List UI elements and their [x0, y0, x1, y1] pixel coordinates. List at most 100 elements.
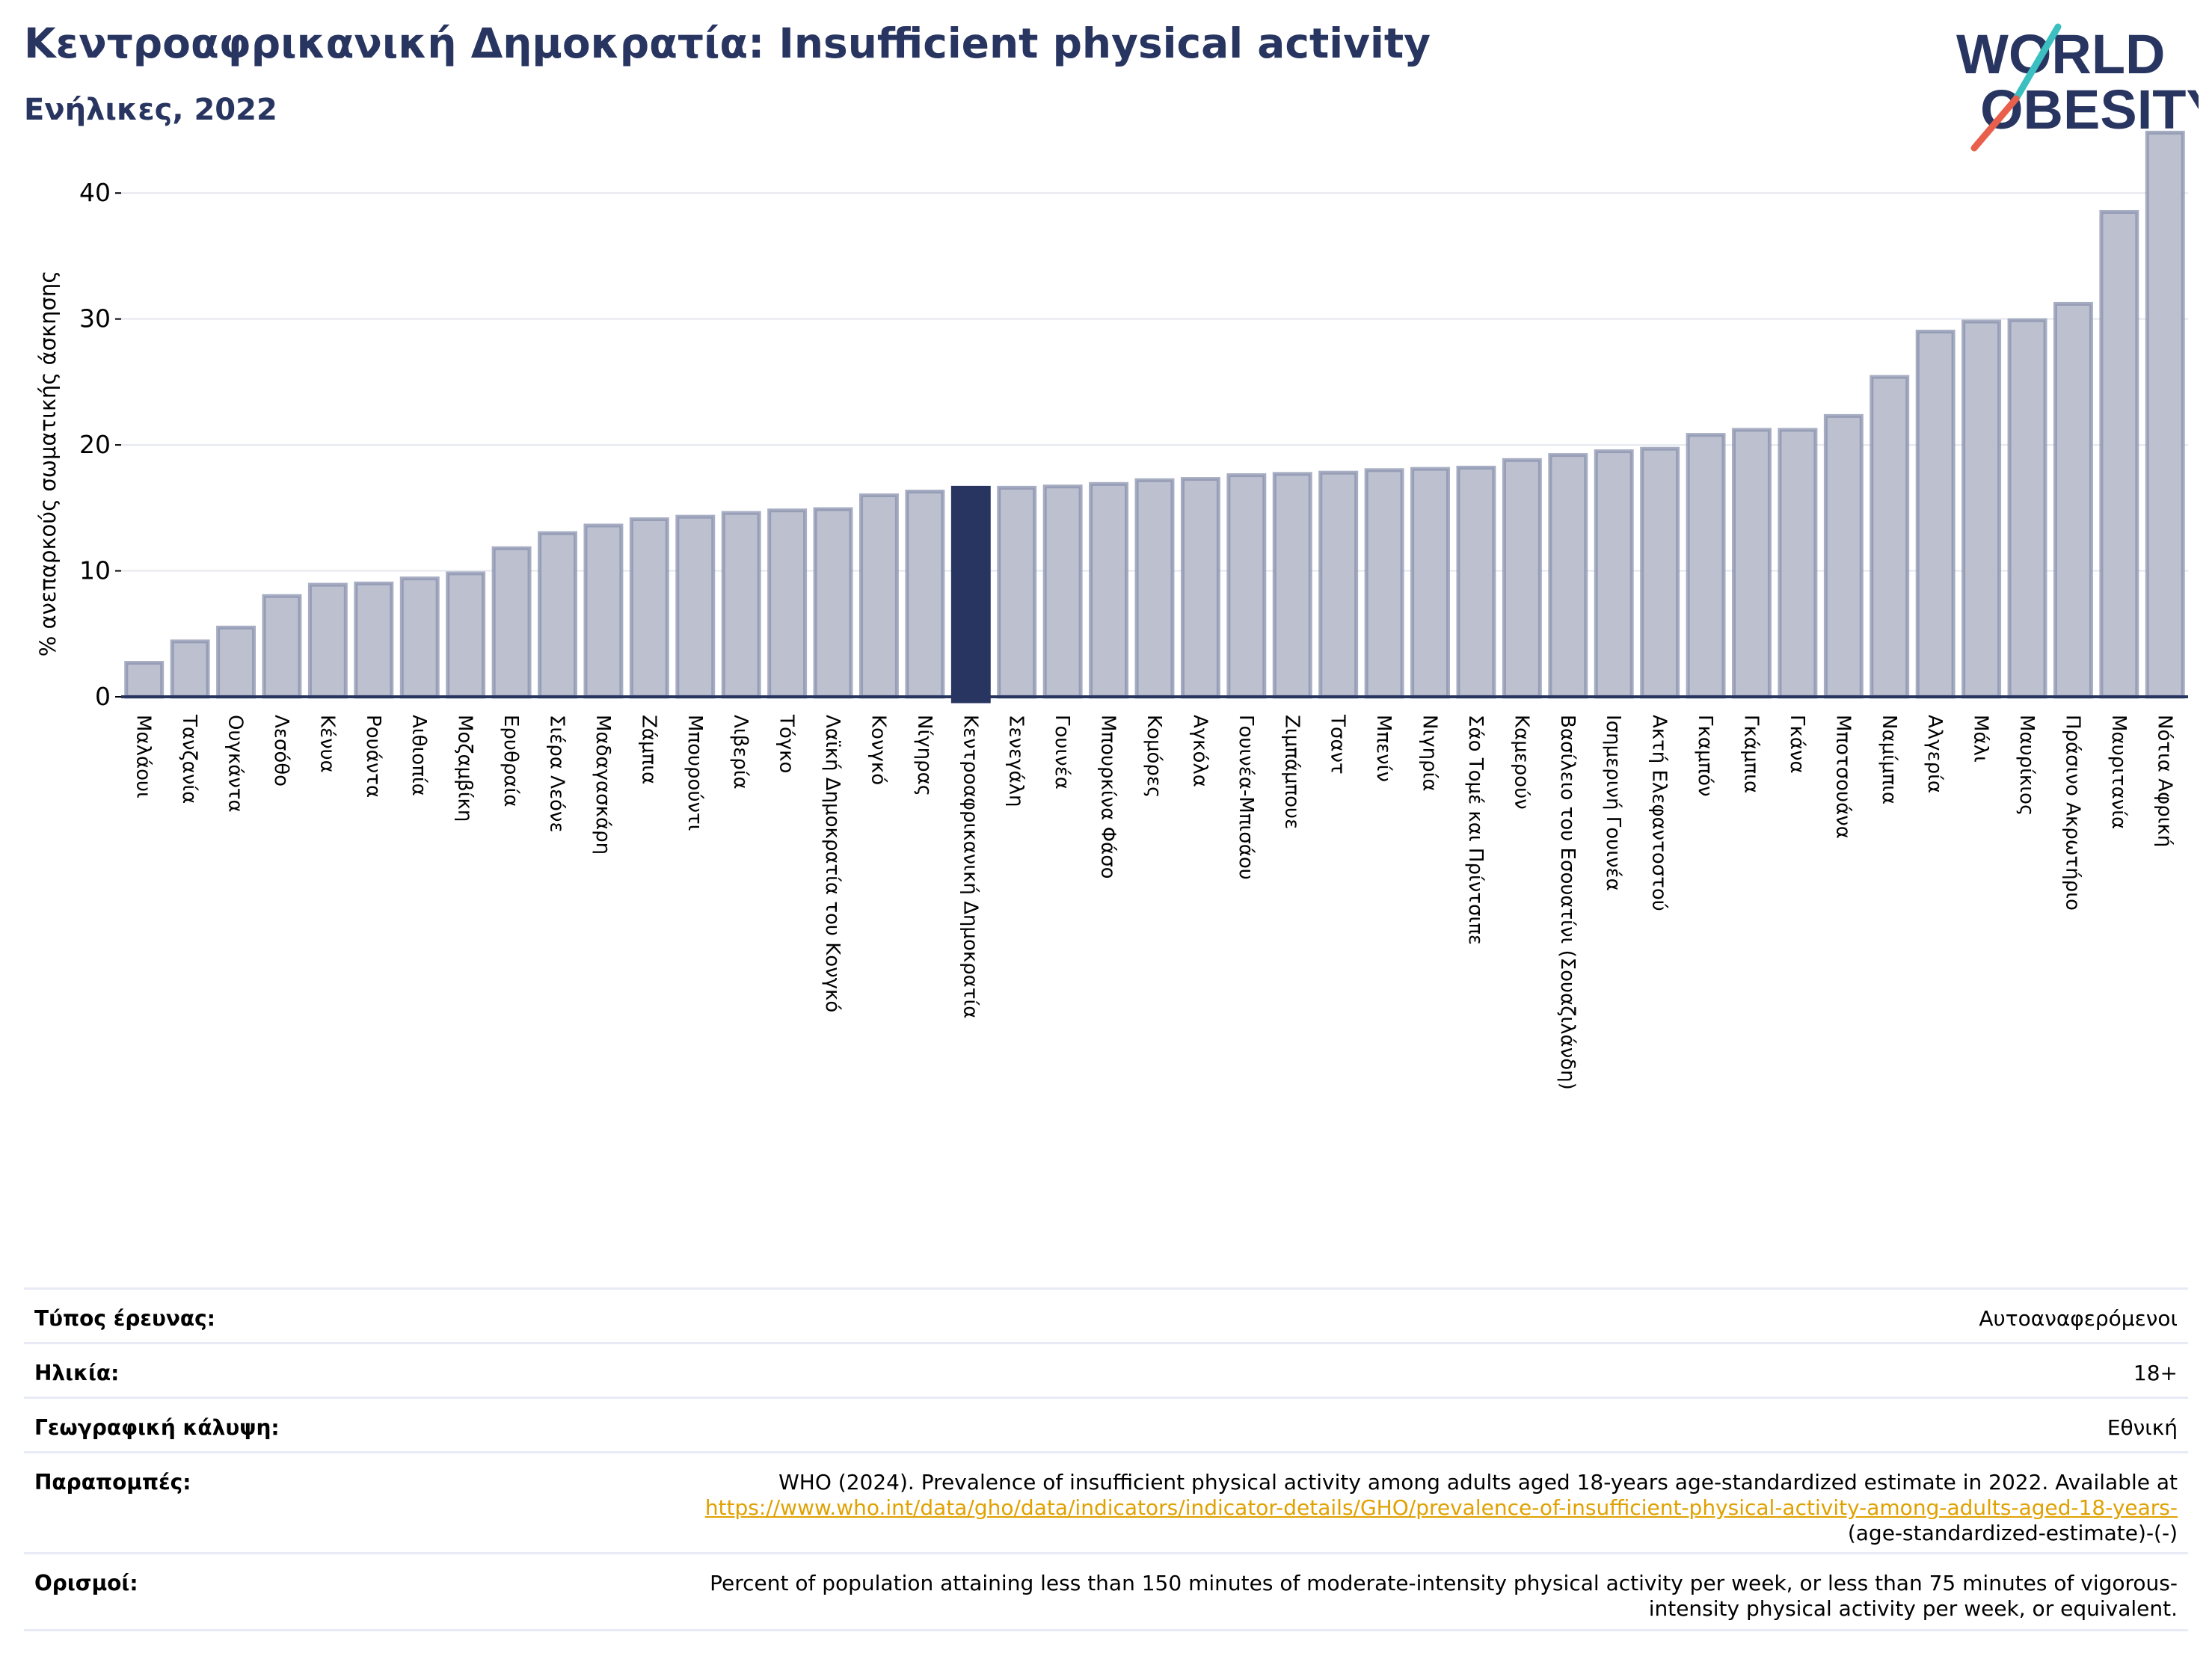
bar	[1915, 330, 1956, 699]
meta-row-definitions: Ορισμοί: Percent of population attaining…	[24, 1552, 2188, 1631]
x-tick-label: Ρουάντα	[362, 715, 384, 798]
x-tick-label: Νιγηρία	[1419, 715, 1441, 792]
bar	[767, 508, 808, 699]
x-tick-label: Νίγηρας	[913, 715, 936, 796]
bar	[399, 576, 440, 699]
x-tick-label: Γκάμπια	[1739, 715, 1762, 793]
x-tick-label: Γουινέα	[1051, 715, 1073, 790]
x-tick-label: Σενεγάλη	[1005, 715, 1027, 807]
x-tick-label: Νότια Αφρική	[2153, 715, 2175, 847]
x-tick-label: Λιβερία	[729, 715, 752, 790]
x-tick-label: Ερυθραία	[500, 715, 522, 807]
meta-value: WHO (2024). Prevalence of insufficient p…	[705, 1470, 2178, 1546]
bar	[583, 523, 624, 699]
bars	[124, 130, 2185, 704]
bar	[1134, 478, 1175, 699]
x-tick-label: Αλγερία	[1923, 715, 1946, 793]
meta-row-coverage: Γεωγραφική κάλυψη: Εθνική	[24, 1397, 2188, 1451]
bar	[354, 581, 394, 699]
bar	[2007, 318, 2047, 699]
x-tick-label: Τόγκο	[775, 714, 798, 773]
x-tick-labels: Μαλάουι Τανζανία Ουγκάντα Λεσόθο Κένυα Ρουάντ…	[132, 714, 2176, 1090]
x-tick-label: Κονγκό	[867, 715, 889, 785]
x-tick-label: Καμερούν	[1510, 715, 1532, 810]
x-tick-label: Μπενίν	[1372, 715, 1395, 782]
x-tick-label: Ζιμπάμπουε	[1280, 715, 1303, 829]
x-tick-label: Αγκόλα	[1188, 715, 1211, 787]
meta-label: Ορισμοί:	[34, 1571, 138, 1595]
y-ticks: 0 10 20 30 40	[79, 178, 121, 711]
y-axis-label: % ανεπαρκούς σωματικής άσκησης	[35, 271, 61, 657]
logo-line-1: WORLD	[1956, 23, 2166, 85]
bar	[216, 625, 256, 699]
y-tick-label: 0	[95, 682, 111, 711]
x-tick-label: Ζάμπια	[637, 715, 660, 784]
bar	[1594, 449, 1634, 699]
y-tick-label: 40	[79, 178, 111, 207]
meta-row-references: Παραπομπές: WHO (2024). Prevalence of in…	[24, 1451, 2188, 1552]
bar	[1410, 467, 1450, 699]
bar	[1823, 413, 1864, 699]
bar	[1456, 465, 1496, 699]
bar	[1226, 473, 1267, 699]
bar	[1778, 428, 1818, 699]
meta-label: Παραπομπές:	[34, 1470, 191, 1495]
y-tick-label: 20	[79, 430, 111, 459]
bar	[1089, 481, 1129, 699]
x-tick-label: Ισημερινή Γουινέα	[1602, 715, 1624, 891]
bar	[1180, 477, 1220, 699]
x-tick-label: Ουγκάντα	[224, 715, 247, 813]
x-tick-label: Τσαντ	[1327, 714, 1349, 775]
bar-chart: 0 10 20 30 40 Μαλάουι Τανζανία Ουγκάντα Λεσόθο Κ…	[35, 130, 2188, 1090]
x-tick-label: Μπουρούντι	[683, 715, 706, 831]
x-tick-label: Μάλι	[1970, 715, 1992, 763]
x-tick-label: Ναμίμπια	[1878, 715, 1900, 804]
x-tick-label: Αιθιοπία	[408, 715, 430, 796]
x-tick-label: Γκαμπόν	[1694, 715, 1716, 797]
bar	[1364, 468, 1404, 699]
meta-label: Ηλικία:	[34, 1361, 120, 1385]
bar	[1961, 319, 2002, 699]
reference-link[interactable]: https://www.who.int/data/gho/data/indica…	[704, 1495, 2178, 1520]
bar	[262, 594, 302, 699]
meta-label: Τύπος έρευνας:	[34, 1306, 215, 1331]
x-tick-label: Μαδαγασκάρη	[592, 715, 614, 855]
x-tick-label: Γκάνα	[1786, 715, 1808, 774]
bar	[1272, 472, 1312, 699]
bar	[675, 514, 716, 699]
bar	[859, 493, 899, 699]
definition-line-2: intensity physical activity per week, or…	[1648, 1596, 2178, 1621]
reference-tail: (age-standardized-estimate)-(-)	[1847, 1521, 2178, 1545]
bar	[1640, 446, 1680, 699]
x-tick-label: Τανζανία	[178, 714, 200, 804]
logo-slash-teal	[2012, 23, 2062, 102]
bar	[1732, 428, 1772, 699]
x-tick-label: Μαλάουι	[132, 715, 155, 798]
y-tick-label: 10	[79, 556, 111, 585]
reference-text: WHO (2024). Prevalence of insufficient p…	[778, 1470, 2178, 1495]
chart-subtitle: Ενήλικες, 2022	[24, 93, 277, 127]
chart-title: Κεντροαφρικανική Δημοκρατία: Insufficien…	[24, 19, 1431, 67]
x-tick-label: Μπουρκίνα Φάσο	[1097, 715, 1119, 879]
bar	[1042, 484, 1083, 699]
bar	[170, 639, 210, 699]
x-tick-label: Μαυρίκιος	[2015, 715, 2038, 816]
meta-value: Εθνική	[2107, 1415, 2178, 1440]
bar	[721, 511, 761, 699]
x-tick-label: Πράσινο Ακρωτήριο	[2061, 715, 2083, 911]
bar	[491, 546, 532, 699]
x-tick-label: Σάο Τομέ και Πρίντσιπε	[1464, 715, 1487, 945]
x-tick-label: Κένυα	[316, 715, 338, 773]
definition-line-1: Percent of population attaining less tha…	[710, 1571, 2178, 1595]
x-tick-label: Μποτσουάνα	[1831, 715, 1854, 839]
x-tick-label: Μοζαμβίκη	[454, 715, 476, 822]
meta-row-survey-type: Τύπος έρευνας: Αυτοαναφερόμενοι	[24, 1287, 2188, 1342]
bar	[1870, 375, 1910, 699]
x-tick-label: Ακτή Ελεφαντοστού	[1648, 715, 1671, 911]
bar	[1686, 433, 1726, 699]
bar	[813, 507, 853, 699]
x-tick-label: Μαυριτανία	[2107, 715, 2130, 829]
bar	[2053, 301, 2093, 699]
world-obesity-logo: WORLD OBESITY	[1956, 23, 2199, 152]
bar	[905, 489, 945, 699]
